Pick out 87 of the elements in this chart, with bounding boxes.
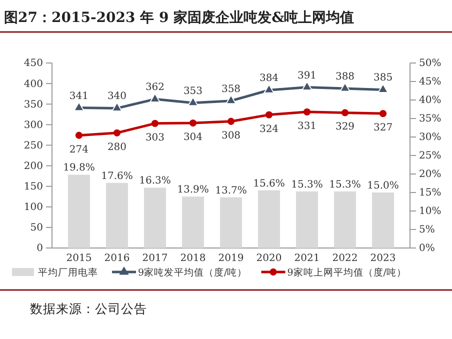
bar bbox=[220, 197, 242, 248]
data-label: 331 bbox=[297, 120, 317, 132]
bar bbox=[68, 174, 90, 248]
data-label: 17.6% bbox=[101, 170, 133, 182]
data-label: 280 bbox=[107, 142, 127, 153]
point bbox=[189, 119, 197, 127]
data-label: 15.6% bbox=[253, 178, 285, 190]
x-tick-label: 2021 bbox=[294, 253, 320, 264]
data-label: 327 bbox=[373, 122, 393, 134]
source-note: 数据来源：公司公告 bbox=[30, 301, 147, 316]
bar bbox=[182, 196, 204, 248]
data-label: 308 bbox=[221, 130, 241, 142]
point bbox=[74, 102, 84, 112]
data-label: 358 bbox=[221, 84, 241, 95]
data-label: 391 bbox=[297, 70, 317, 82]
point bbox=[378, 84, 388, 93]
point bbox=[379, 110, 387, 118]
point bbox=[265, 111, 273, 118]
data-label: 329 bbox=[335, 122, 355, 133]
y2-tick-label: 15% bbox=[419, 188, 442, 199]
y-tick-label: 300 bbox=[24, 120, 43, 131]
data-label: 384 bbox=[259, 73, 279, 84]
bar bbox=[372, 192, 394, 248]
legend-label: 9家吨发平均值（度/吨） bbox=[138, 266, 248, 278]
y2-tick-label: 35% bbox=[419, 114, 442, 125]
y-tick-label: 0 bbox=[36, 243, 43, 254]
point bbox=[302, 81, 312, 91]
y-tick-label: 350 bbox=[24, 99, 43, 110]
y2-tick-label: 40% bbox=[419, 95, 442, 106]
y2-tick-label: 45% bbox=[419, 76, 442, 88]
x-tick-label: 2020 bbox=[256, 253, 282, 264]
y2-tick-label: 50% bbox=[419, 58, 442, 70]
point bbox=[113, 129, 121, 136]
data-label: 19.8% bbox=[63, 162, 95, 174]
y2-tick-label: 20% bbox=[419, 169, 442, 180]
data-label: 388 bbox=[335, 71, 355, 82]
data-label: 385 bbox=[373, 72, 393, 84]
legend-label: 平均厂用电率 bbox=[38, 266, 98, 278]
y2-tick-label: 30% bbox=[419, 132, 442, 144]
point bbox=[341, 109, 349, 116]
point bbox=[112, 102, 122, 112]
point bbox=[150, 93, 160, 102]
x-tick-label: 2016 bbox=[104, 253, 130, 264]
data-label: 13.7% bbox=[215, 185, 247, 196]
data-label: 274 bbox=[69, 144, 89, 156]
x-tick-label: 2018 bbox=[180, 253, 206, 264]
bar bbox=[334, 191, 356, 248]
data-label: 353 bbox=[183, 86, 203, 97]
data-label: 303 bbox=[145, 132, 165, 144]
y-tick-label: 100 bbox=[24, 202, 43, 214]
data-label: 341 bbox=[69, 90, 89, 102]
y2-tick-label: 0% bbox=[419, 243, 435, 254]
point bbox=[226, 94, 236, 104]
y2-tick-label: 10% bbox=[419, 206, 442, 218]
data-label: 15.3% bbox=[291, 179, 323, 190]
point bbox=[303, 108, 311, 116]
chart-title: 图27：2015-2023 年 9 家固废企业吨发&吨上网均值 bbox=[4, 9, 354, 26]
data-label: 304 bbox=[183, 132, 203, 144]
x-tick-label: 2017 bbox=[142, 253, 168, 264]
bar bbox=[296, 191, 318, 248]
legend-label: 9家吨上网平均值（度/吨） bbox=[287, 266, 406, 278]
point bbox=[264, 84, 274, 94]
y2-tick-label: 5% bbox=[419, 224, 435, 236]
y-tick-label: 450 bbox=[24, 58, 43, 70]
y2-tick-label: 25% bbox=[419, 150, 442, 162]
x-tick-label: 2023 bbox=[370, 253, 396, 264]
bar bbox=[106, 182, 128, 248]
x-tick-label: 2019 bbox=[218, 253, 244, 264]
y-tick-label: 200 bbox=[24, 160, 43, 172]
y-tick-label: 400 bbox=[24, 78, 43, 90]
data-label: 13.9% bbox=[177, 184, 209, 196]
data-label: 340 bbox=[107, 91, 127, 102]
x-tick-label: 2015 bbox=[66, 253, 92, 264]
y-tick-label: 50 bbox=[30, 222, 43, 234]
data-label: 16.3% bbox=[139, 176, 171, 187]
y-tick-label: 250 bbox=[24, 140, 43, 152]
bar bbox=[258, 190, 280, 248]
y-tick-label: 150 bbox=[24, 182, 43, 193]
data-label: 15.0% bbox=[367, 180, 399, 192]
data-label: 362 bbox=[145, 82, 165, 94]
data-label: 324 bbox=[259, 124, 279, 135]
x-tick-label: 2022 bbox=[332, 253, 358, 264]
point bbox=[151, 120, 159, 127]
bar bbox=[144, 188, 166, 248]
data-label: 15.3% bbox=[329, 179, 361, 190]
point bbox=[227, 118, 235, 125]
point bbox=[75, 132, 83, 139]
